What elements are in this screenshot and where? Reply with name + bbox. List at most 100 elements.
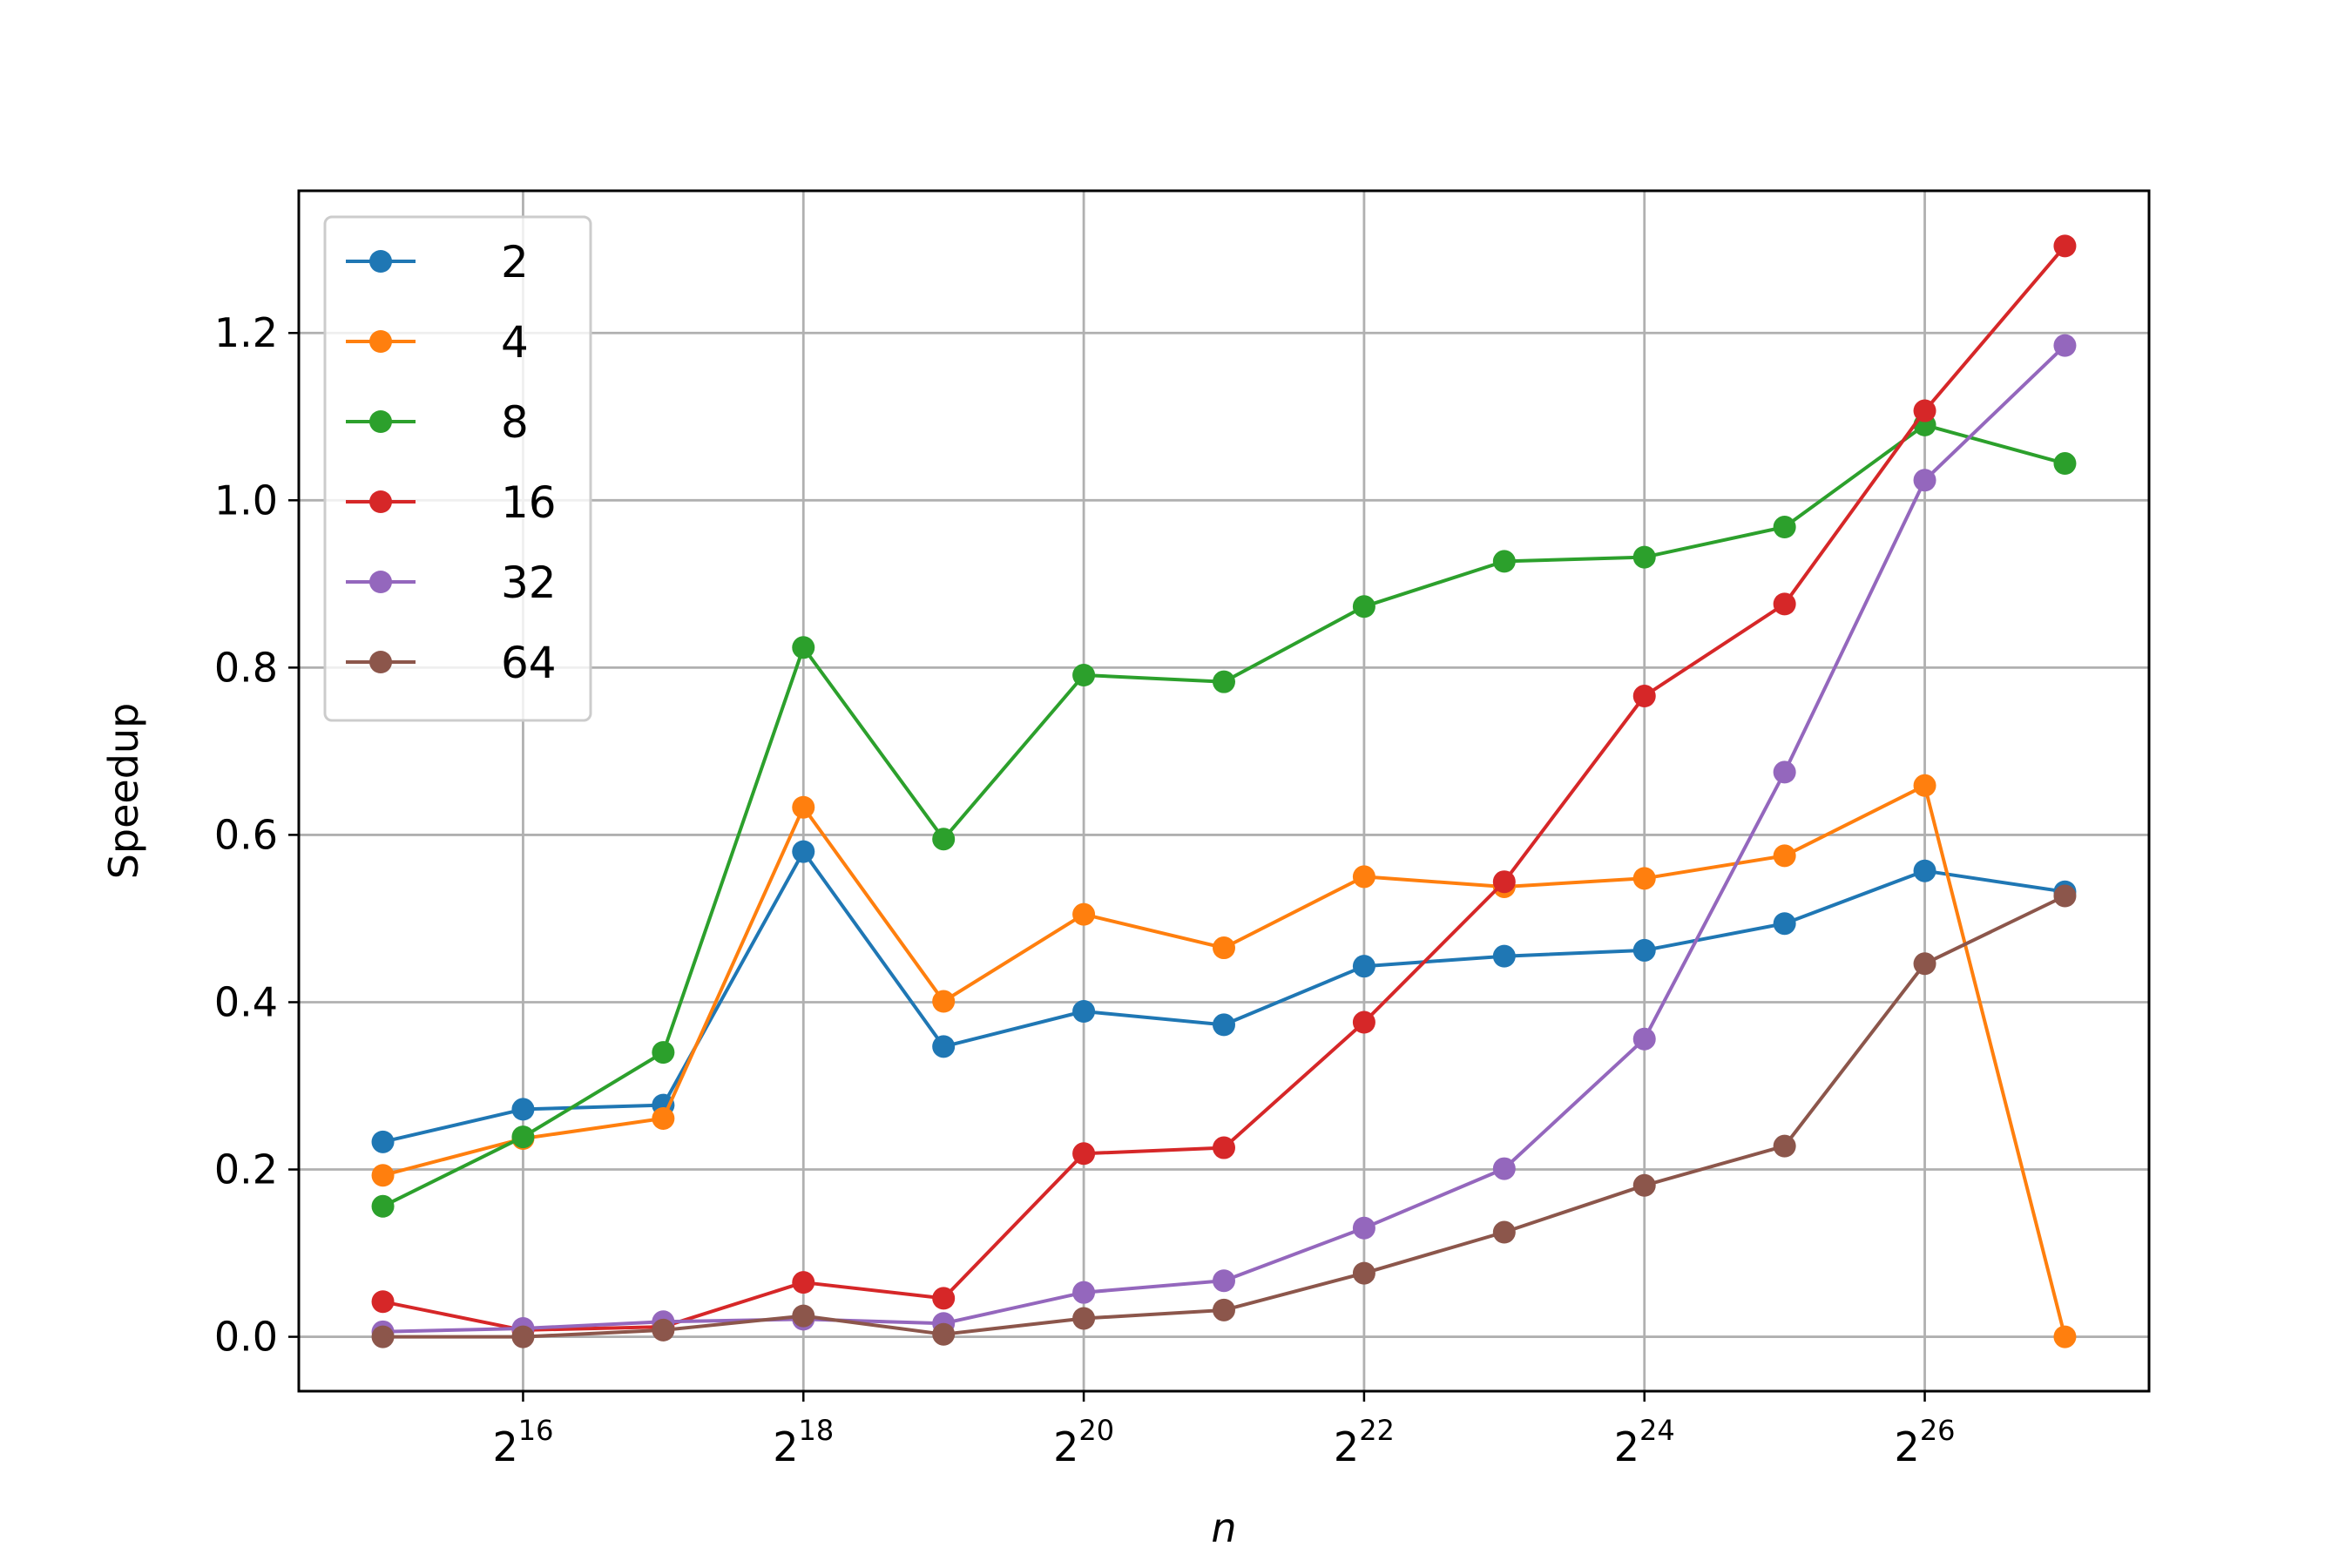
data-point: [1632, 867, 1656, 890]
data-point: [1632, 938, 1656, 962]
data-point: [2053, 334, 2077, 357]
series-8: [371, 413, 2077, 1218]
legend-marker: [369, 330, 392, 353]
data-point: [1213, 1269, 1235, 1293]
data-point: [1352, 1216, 1375, 1240]
data-point: [1492, 870, 1516, 894]
data-point: [1352, 595, 1375, 618]
legend-label: 16: [501, 477, 557, 528]
legend-item-4: 4: [346, 317, 529, 368]
series-16: [371, 234, 2077, 1342]
x-axis: 216 218 220 222 224 226: [492, 1391, 1956, 1470]
data-point: [792, 1271, 815, 1294]
data-point: [1352, 1010, 1375, 1034]
data-point: [1213, 670, 1235, 693]
y-tick-label: 1.0: [214, 476, 278, 524]
data-point: [371, 1290, 395, 1314]
data-point: [1352, 1261, 1375, 1285]
series-line: [382, 783, 2067, 1338]
data-point: [511, 1325, 535, 1348]
y-tick-label: 0.2: [214, 1146, 278, 1193]
data-point: [1913, 399, 1936, 422]
x-tick-label: 222: [1334, 1414, 1395, 1470]
data-point: [1773, 760, 1796, 784]
plot-frame: [297, 189, 2151, 1393]
legend-marker: [369, 651, 392, 673]
y-tick-label: 1.2: [214, 309, 278, 356]
data-point: [652, 1106, 675, 1130]
data-point: [1213, 1013, 1235, 1037]
data-point: [792, 1304, 815, 1328]
legend-item-2: 2: [346, 237, 529, 287]
data-point: [1072, 902, 1096, 926]
data-point: [1913, 469, 1936, 492]
data-point: [1632, 1173, 1656, 1197]
series-line: [382, 849, 2065, 1144]
series-4: [371, 774, 2077, 1348]
data-point: [1492, 1157, 1516, 1180]
data-point: [1773, 592, 1796, 616]
legend-item-16: 16: [346, 477, 557, 528]
data-point: [1632, 1027, 1656, 1051]
y-axis: 0.0 0.2 0.4 0.6 0.8 1.0 1.2: [214, 309, 299, 1361]
legend-item-32: 32: [346, 558, 557, 608]
legend-label: 8: [501, 397, 529, 448]
data-point: [371, 1164, 395, 1187]
data-point: [1773, 1134, 1796, 1158]
y-tick-label: 0.0: [214, 1314, 278, 1361]
data-point: [652, 1041, 675, 1064]
series-layer: [371, 234, 2077, 1348]
data-point: [2053, 452, 2077, 476]
data-point: [1492, 550, 1516, 573]
x-tick-label: 216: [492, 1414, 553, 1470]
data-point: [371, 1130, 395, 1153]
data-point: [1213, 1136, 1235, 1159]
series-64: [371, 884, 2077, 1348]
series-line: [382, 422, 2066, 1208]
x-axis-label: n: [1211, 1504, 1236, 1551]
data-point: [2053, 884, 2077, 908]
x-tick-label: 224: [1614, 1414, 1675, 1470]
y-tick-label: 0.8: [214, 644, 278, 691]
series-line: [382, 245, 2067, 1332]
data-point: [1913, 859, 1936, 882]
data-point: [792, 636, 815, 659]
legend-marker: [369, 410, 392, 433]
data-point: [1632, 545, 1656, 569]
data-point: [932, 1287, 956, 1310]
legend-marker: [369, 250, 392, 273]
data-point: [371, 1194, 395, 1218]
data-point: [932, 990, 956, 1013]
data-point: [652, 1318, 675, 1342]
data-point: [1492, 944, 1516, 968]
y-tick-label: 0.4: [214, 978, 278, 1025]
data-point: [1213, 1298, 1235, 1321]
data-point: [371, 1325, 395, 1348]
data-point: [792, 795, 815, 819]
data-point: [1072, 1307, 1096, 1330]
data-point: [1492, 1220, 1516, 1244]
legend-label: 64: [501, 638, 557, 688]
data-point: [511, 1125, 535, 1149]
data-point: [2053, 1325, 2077, 1348]
data-point: [792, 840, 815, 863]
data-point: [1632, 685, 1656, 708]
data-point: [1913, 774, 1936, 797]
data-point: [1773, 516, 1796, 539]
legend-label: 32: [501, 558, 557, 608]
legend-label: 2: [501, 237, 529, 287]
data-point: [1773, 844, 1796, 868]
data-point: [2053, 234, 2077, 258]
x-tick-label: 220: [1053, 1414, 1114, 1470]
legend-label: 4: [501, 317, 529, 368]
data-point: [1072, 1000, 1096, 1024]
data-point: [1352, 865, 1375, 889]
y-axis-label: Speedup: [100, 703, 147, 880]
legend-item-64: 64: [346, 638, 557, 688]
legend-marker: [369, 571, 392, 593]
data-point: [1773, 912, 1796, 936]
legend: 2 4 8 16 32 64: [323, 215, 592, 722]
series-2: [371, 840, 2077, 1153]
legend-item-8: 8: [346, 397, 529, 448]
